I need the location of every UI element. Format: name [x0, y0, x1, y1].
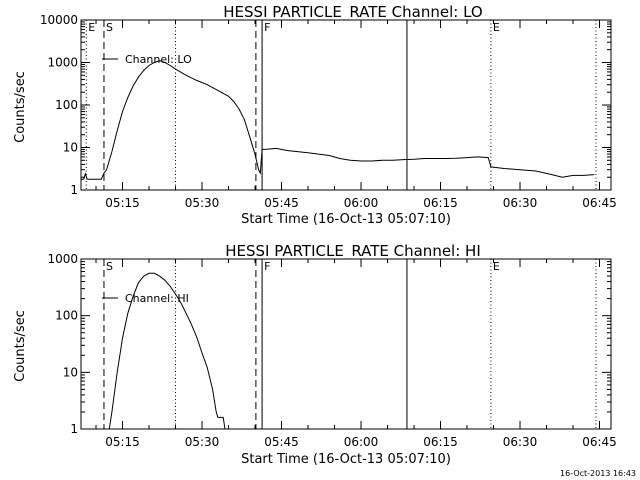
event-marker-label: E — [493, 260, 500, 273]
y-tick-label: 10 — [63, 141, 78, 155]
plot-frame — [80, 19, 612, 191]
x-tick-label: 05:30 — [185, 196, 220, 210]
y-tick-label: 1000 — [47, 56, 78, 70]
x-tick-label: 06:45 — [582, 435, 617, 449]
x-tick-label: 06:00 — [344, 196, 379, 210]
x-tick-label: 06:15 — [423, 196, 458, 210]
x-tick-label: 06:45 — [582, 196, 617, 210]
legend-label: Channel: LO — [125, 53, 192, 66]
event-marker-label: E — [493, 21, 500, 34]
footer-timestamp: 16-Oct-2013 16:43 — [560, 469, 636, 478]
event-marker-label: F — [264, 260, 270, 273]
series-line — [108, 272, 226, 429]
panel-hi-x-label: Start Time (16-Oct-13 05:07:10) — [241, 452, 451, 467]
panel-lo-x-label: Start Time (16-Oct-13 05:07:10) — [241, 212, 451, 227]
series-line — [81, 60, 595, 180]
event-marker-label: S — [106, 21, 113, 34]
event-marker-label: F — [264, 21, 270, 34]
x-tick-label: 06:30 — [503, 196, 538, 210]
panel-hi-title: HESSI PARTICLE_RATE Channel: HI — [225, 242, 481, 261]
panel-lo-title: HESSI PARTICLE_RATE Channel: LO — [223, 3, 482, 22]
x-tick-label: 06:15 — [423, 435, 458, 449]
panel-hi-y-label: Counts/sec — [13, 310, 28, 382]
y-tick-label: 1 — [70, 183, 78, 197]
x-tick-label: 06:30 — [503, 435, 538, 449]
plot-frame — [80, 258, 612, 430]
event-marker-label: S — [106, 260, 113, 273]
x-tick-label: 05:45 — [264, 435, 299, 449]
x-tick-label: 05:15 — [105, 435, 140, 449]
y-tick-label: 1000 — [47, 252, 78, 266]
y-tick-label: 10000 — [40, 13, 78, 27]
event-marker-label: E — [88, 21, 95, 34]
y-tick-label: 10 — [63, 365, 78, 379]
x-tick-label: 05:45 — [264, 196, 299, 210]
y-tick-label: 1 — [70, 422, 78, 436]
x-tick-label: 06:00 — [344, 435, 379, 449]
panel-hi: HESSI PARTICLE_RATE Channel: HI Counts/s… — [13, 242, 617, 467]
x-tick-label: 05:30 — [185, 435, 220, 449]
panel-lo-y-label: Counts/sec — [13, 71, 28, 143]
x-tick-label: 05:15 — [105, 196, 140, 210]
panel-lo: HESSI PARTICLE_RATE Channel: LO Counts/s… — [13, 3, 617, 227]
y-tick-label: 100 — [55, 309, 78, 323]
legend-label: Channel: HI — [125, 292, 189, 305]
y-tick-label: 100 — [55, 98, 78, 112]
